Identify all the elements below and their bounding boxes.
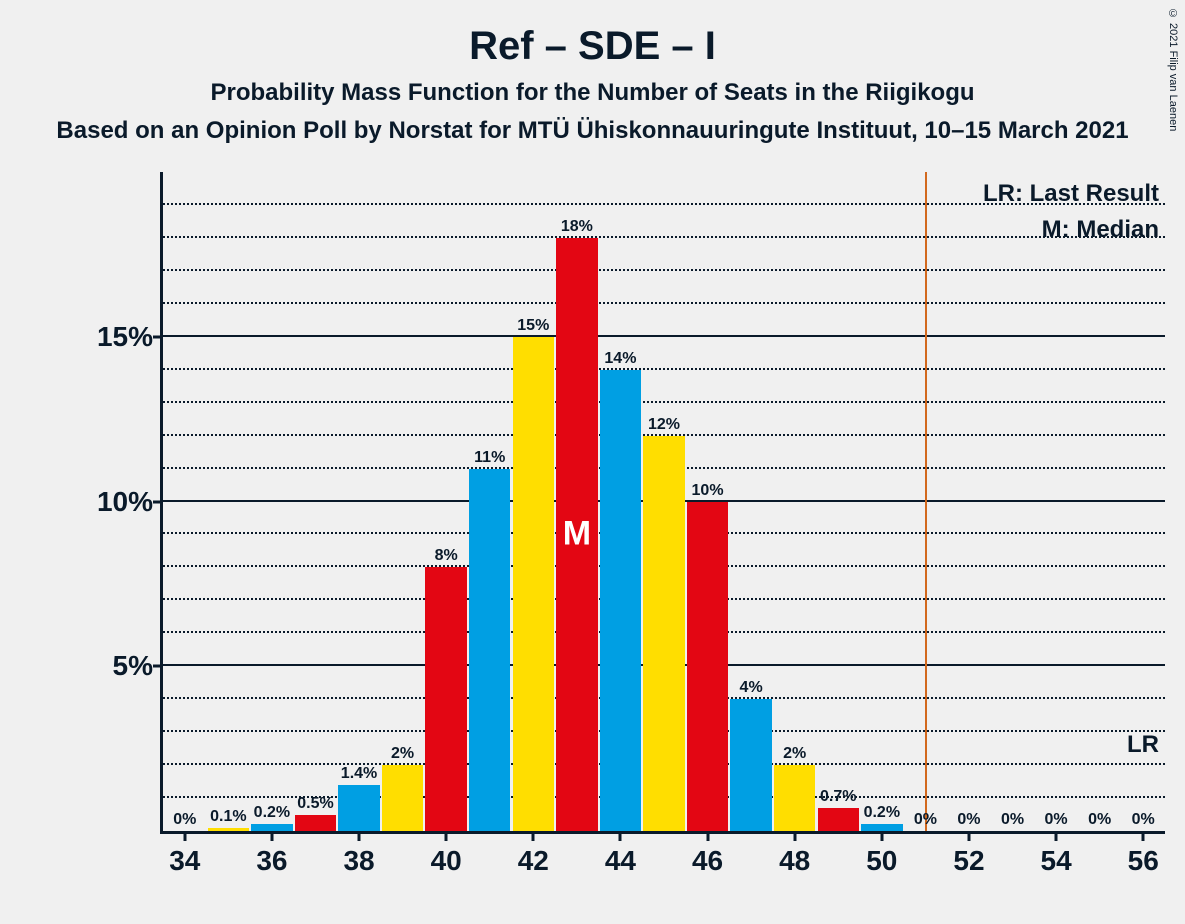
bar-value-label: 15% [517,317,549,337]
x-tick-label: 48 [779,831,810,877]
bar: 12% [643,436,684,831]
y-tick-label: 15% [73,321,153,353]
y-tick-label: 10% [73,486,153,518]
bar-value-label: 14% [604,350,636,370]
bar: 10% [687,502,728,832]
y-tick-label: 5% [73,650,153,682]
x-tick-label: 50 [866,831,897,877]
bar: 14% [600,370,641,831]
plot-area: LR: Last Result M: Median 5%10%15%LR0%0.… [160,172,1165,834]
bar-value-label: 0% [173,811,196,831]
bar-value-label: 0.1% [210,808,246,828]
bar-value-label: 0% [914,811,937,831]
bar-value-label: 0% [1088,811,1111,831]
bar-value-label: 0% [957,811,980,831]
bar-value-label: 0% [1001,811,1024,831]
bar-value-label: 0.7% [820,788,856,808]
bar-value-label: 0.2% [864,804,900,824]
bar-value-label: 4% [740,679,763,699]
chart-subsubtitle: Based on an Opinion Poll by Norstat for … [0,107,1185,145]
bar-value-label: 0% [1045,811,1068,831]
bar: 8% [425,567,466,831]
copyright: © 2021 Filip van Laenen [1167,8,1179,131]
chart-title: Ref – SDE – I [0,0,1185,69]
bar: 0.2% [251,824,292,831]
bar-value-label: 0.5% [297,795,333,815]
bar: 15% [513,337,554,831]
x-tick-label: 56 [1128,831,1159,877]
bar-value-label: 10% [692,482,724,502]
y-tick-mark [153,335,163,338]
x-tick-label: 44 [605,831,636,877]
x-tick-label: 34 [169,831,200,877]
x-tick-label: 42 [518,831,549,877]
chart-subtitle: Probability Mass Function for the Number… [0,69,1185,107]
bars-layer: 0%0.1%0.2%0.5%1.4%2%8%11%15%18%M14%12%10… [163,172,1165,831]
bar-value-label: 0% [1132,811,1155,831]
x-tick-label: 52 [953,831,984,877]
bar: 1.4% [338,785,379,831]
bar: 2% [774,765,815,831]
bar-value-label: 12% [648,416,680,436]
x-tick-label: 46 [692,831,723,877]
bar: 2% [382,765,423,831]
bar: 0.2% [861,824,902,831]
bar: 0.1% [208,828,249,831]
bar-value-label: 1.4% [341,765,377,785]
y-tick-mark [153,665,163,668]
x-tick-label: 38 [343,831,374,877]
x-tick-label: 36 [256,831,287,877]
bar: 18%M [556,238,597,831]
bar-value-label: 0.2% [254,804,290,824]
bar-value-label: 8% [435,547,458,567]
bar-value-label: 2% [783,745,806,765]
bar: 4% [730,699,771,831]
bar: 0.5% [295,815,336,831]
bar: 11% [469,469,510,831]
bar-value-label: 2% [391,745,414,765]
y-tick-mark [153,500,163,503]
chart-area: LR: Last Result M: Median 5%10%15%LR0%0.… [55,172,1165,894]
x-tick-label: 54 [1041,831,1072,877]
bar-value-label: 18% [561,218,593,238]
bar: 0.7% [818,808,859,831]
median-mark: M [563,515,591,554]
bar-value-label: 11% [474,449,505,469]
x-tick-label: 40 [431,831,462,877]
